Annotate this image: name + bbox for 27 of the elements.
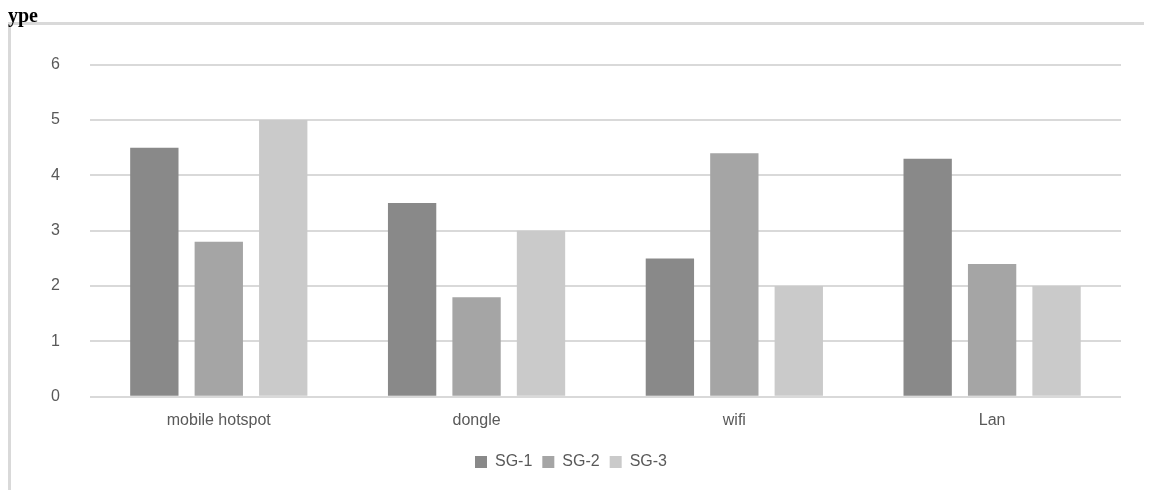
- x-tick-label: dongle: [452, 410, 501, 428]
- legend-label: SG-3: [629, 452, 668, 470]
- bar: [516, 230, 566, 396]
- x-tick-label: Lan: [978, 410, 1006, 428]
- y-tick-label: 1: [50, 331, 60, 349]
- bar: [259, 119, 308, 396]
- bar: [1032, 286, 1081, 396]
- bar: [710, 153, 759, 396]
- y-tick-label: 6: [50, 55, 60, 73]
- legend-label: SG-1: [494, 452, 533, 470]
- y-tick-label: 2: [50, 276, 60, 294]
- y-tick-label: 3: [50, 221, 60, 239]
- bar: [387, 203, 437, 396]
- bar: [774, 286, 823, 396]
- y-tick-label: 0: [50, 387, 60, 405]
- bar: [130, 147, 179, 396]
- y-tick-label: 5: [50, 110, 60, 128]
- bar: [452, 297, 501, 396]
- y-tick-label: 4: [50, 165, 60, 183]
- legend-label: SG-2: [562, 452, 600, 470]
- bar: [645, 258, 695, 396]
- bar: [967, 263, 1017, 396]
- bar: [194, 241, 243, 396]
- x-tick-label: mobile hotspot: [166, 410, 272, 428]
- x-tick-label: wifi: [721, 410, 746, 428]
- chart-title: ype: [8, 4, 39, 26]
- bar: [903, 158, 952, 396]
